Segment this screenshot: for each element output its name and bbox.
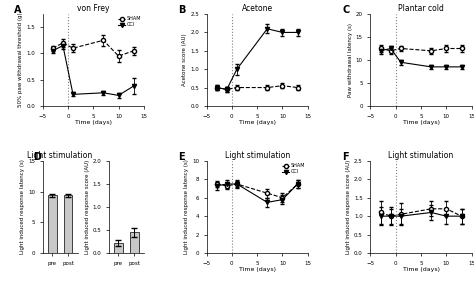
Title: Light stimulation: Light stimulation bbox=[27, 151, 93, 160]
Y-axis label: Acetone score (AU): Acetone score (AU) bbox=[182, 34, 187, 86]
Y-axis label: Light induced response score (AU): Light induced response score (AU) bbox=[85, 160, 90, 254]
Y-axis label: Paw withdrawal latency (s): Paw withdrawal latency (s) bbox=[348, 23, 353, 97]
X-axis label: Time (days): Time (days) bbox=[238, 120, 276, 125]
X-axis label: Time (days): Time (days) bbox=[402, 267, 439, 272]
X-axis label: Time (days): Time (days) bbox=[238, 267, 276, 272]
Text: B: B bbox=[178, 5, 186, 15]
Bar bbox=[48, 195, 56, 253]
Text: E: E bbox=[178, 152, 185, 162]
Title: Plantar cold: Plantar cold bbox=[398, 4, 444, 13]
Text: C: C bbox=[342, 5, 349, 15]
X-axis label: Time (days): Time (days) bbox=[75, 120, 112, 125]
Title: von Frey: von Frey bbox=[77, 4, 109, 13]
Bar bbox=[64, 195, 73, 253]
Title: Acetone: Acetone bbox=[242, 4, 273, 13]
Y-axis label: Light induced response latency (s): Light induced response latency (s) bbox=[184, 160, 189, 254]
Y-axis label: Light induced response score (AU): Light induced response score (AU) bbox=[346, 160, 351, 254]
Bar bbox=[114, 243, 123, 253]
Bar bbox=[130, 232, 139, 253]
Title: Light stimulation: Light stimulation bbox=[388, 151, 454, 160]
Legend: SHAM, CCI: SHAM, CCI bbox=[118, 17, 141, 28]
Text: F: F bbox=[342, 152, 349, 162]
Title: Light stimulation: Light stimulation bbox=[225, 151, 290, 160]
Legend: SHAM, CCI: SHAM, CCI bbox=[282, 164, 305, 175]
Y-axis label: 50% paw withdrawal threshold (g): 50% paw withdrawal threshold (g) bbox=[18, 13, 24, 107]
Text: A: A bbox=[14, 5, 22, 15]
Text: D: D bbox=[33, 152, 41, 162]
X-axis label: Time (days): Time (days) bbox=[402, 120, 439, 125]
Y-axis label: Light induced response latency (s): Light induced response latency (s) bbox=[20, 160, 25, 254]
